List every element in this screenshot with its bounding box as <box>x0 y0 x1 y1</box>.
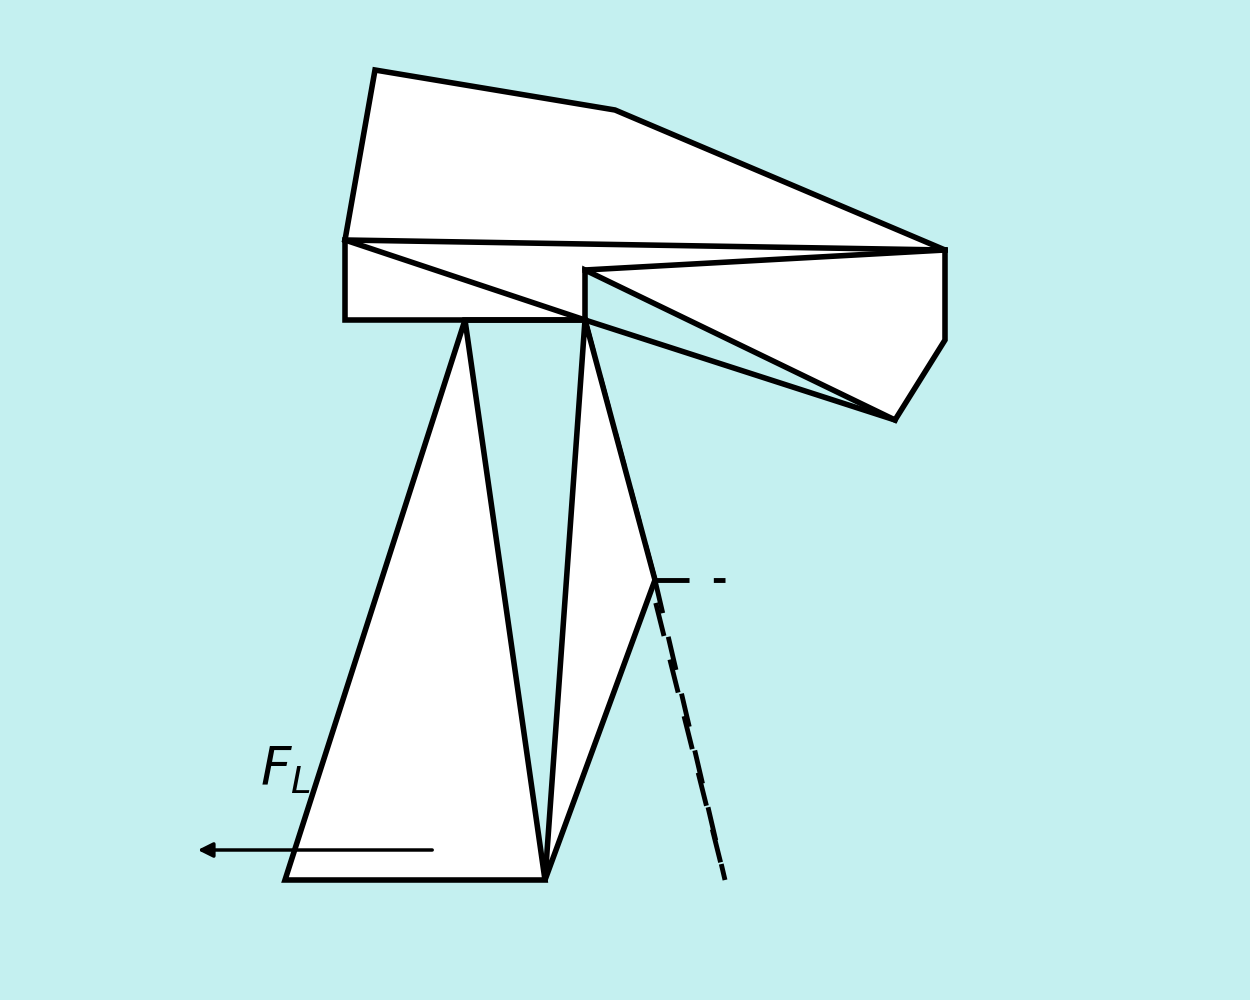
Polygon shape <box>285 320 545 880</box>
Polygon shape <box>345 70 945 420</box>
Polygon shape <box>545 320 655 880</box>
Text: $F_L$: $F_L$ <box>260 744 310 796</box>
